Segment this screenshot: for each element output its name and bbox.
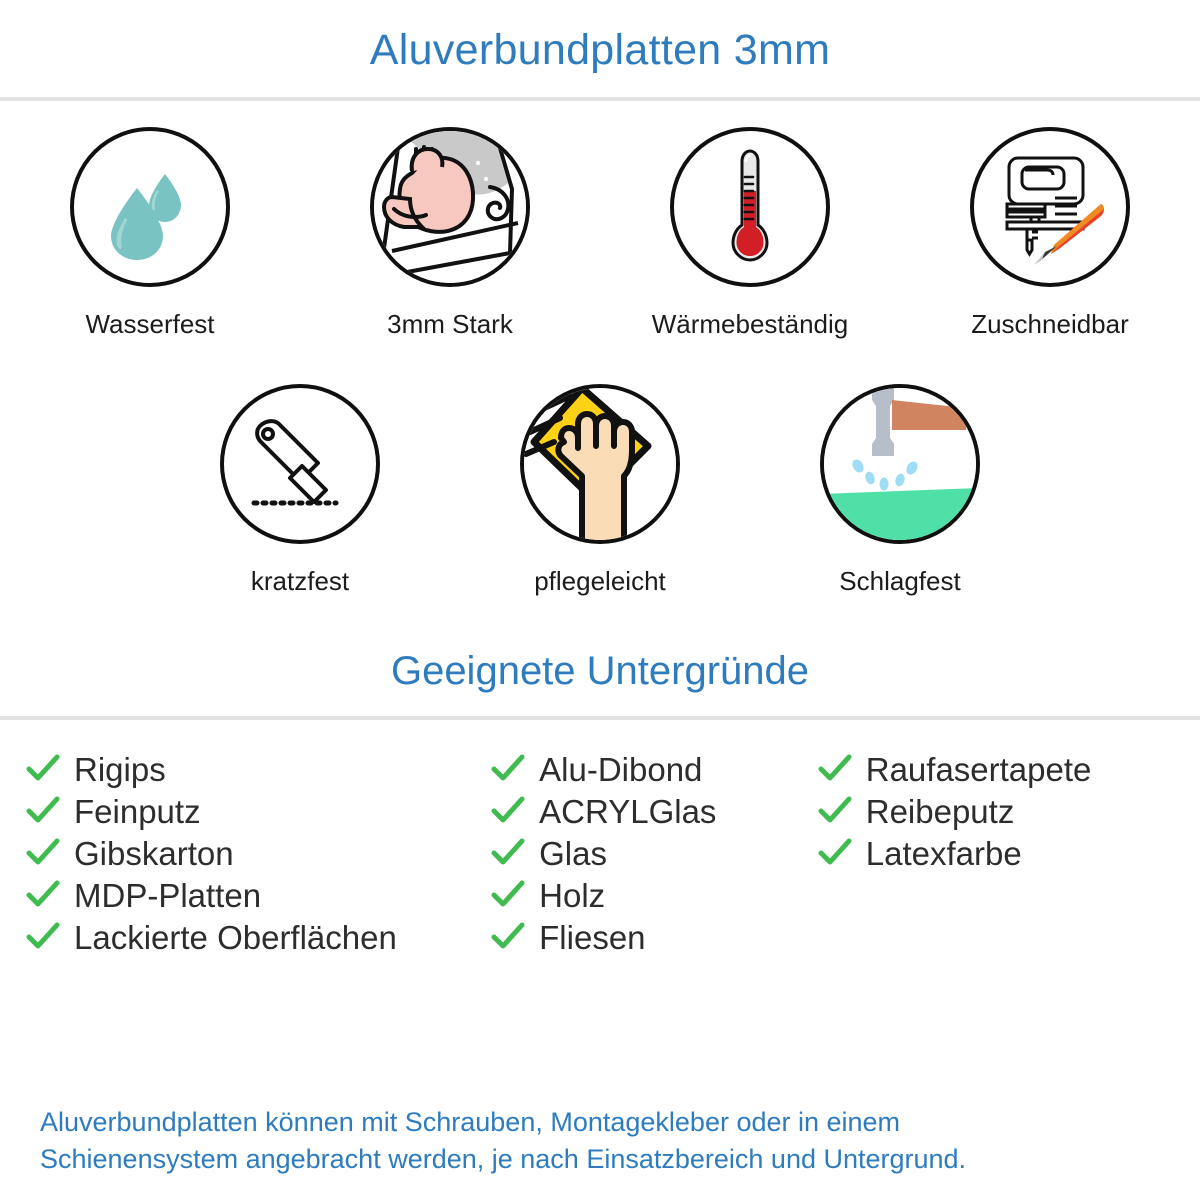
list-item-label: Reibeputz <box>865 792 1015 830</box>
check-icon <box>491 794 525 828</box>
list-item: Gibskarton <box>26 832 491 874</box>
feature-label: Wärmebeständig <box>651 309 849 340</box>
list-item: Glas <box>491 832 818 874</box>
check-icon <box>26 836 60 870</box>
list-item-label: Alu-Dibond <box>539 750 703 788</box>
check-icon <box>818 794 852 828</box>
check-icon <box>491 752 525 786</box>
feature-wasserfest[interactable]: Wasserfest <box>0 127 300 340</box>
list-item-label: Fliesen <box>539 918 646 956</box>
footer-note: Aluverbundplatten können mit Schrauben, … <box>0 1104 1200 1179</box>
feature-circle <box>670 127 830 288</box>
list-item: Alu-Dibond <box>491 748 818 790</box>
feature-schlagfest[interactable]: Schlagfest <box>750 384 1050 597</box>
flexing-arm-icon <box>374 131 526 284</box>
feature-zuschneidbar[interactable]: Zuschneidbar <box>900 127 1200 340</box>
list-item-label: Raufasertapete <box>865 750 1092 788</box>
feature-label: kratzfest <box>250 566 350 597</box>
list-item-label: Rigips <box>74 750 166 788</box>
features-section: Wasserfest <box>0 101 1200 597</box>
list-item-label: Glas <box>539 834 607 872</box>
header-block: Aluverbundplatten 3mm <box>0 0 1200 75</box>
list-item-label: MDP-Platten <box>74 876 262 914</box>
jigsaw-cutter-icon <box>985 142 1115 272</box>
footer-line-1: Aluverbundplatten können mit Schrauben, … <box>40 1106 901 1137</box>
list-item-label: Latexfarbe <box>865 834 1022 872</box>
list-item-label: ACRYLGlas <box>539 792 717 830</box>
feature-label: pflegeleicht <box>534 566 666 597</box>
water-drops-icon <box>95 152 205 262</box>
list-item-label: Holz <box>539 876 606 914</box>
feature-waermebestaendig[interactable]: Wärmebeständig <box>600 127 900 340</box>
check-icon <box>26 752 60 786</box>
feature-kratzfest[interactable]: kratzfest <box>150 384 450 597</box>
substrate-column-3: Raufasertapete Reibeputz Latexfarbe <box>818 748 1174 874</box>
feature-row-2: kratzfest pflegeleicht <box>0 384 1200 597</box>
feature-circle <box>220 384 380 545</box>
list-item: ACRYLGlas <box>491 790 818 832</box>
substrate-column-1: Rigips Feinputz Gibskarton MDP-Platten L… <box>26 748 491 958</box>
list-item-label: Feinputz <box>74 792 201 830</box>
cutter-scratch-icon <box>240 404 360 524</box>
subheading-block: Geeignete Untergründe <box>0 649 1200 694</box>
check-icon <box>26 878 60 912</box>
hammer-impact-icon <box>824 388 976 541</box>
check-icon <box>818 836 852 870</box>
substrate-column-2: Alu-Dibond ACRYLGlas Glas Holz Fliesen <box>491 748 818 958</box>
list-item: MDP-Platten <box>26 874 491 916</box>
substrates-divider <box>0 716 1200 721</box>
list-item: Raufasertapete <box>818 748 1174 790</box>
list-item: Fliesen <box>491 916 818 958</box>
check-icon <box>26 920 60 954</box>
footer-line-2: Schienensystem angebracht werden, je nac… <box>40 1143 967 1174</box>
feature-circle <box>70 127 230 288</box>
list-item: Reibeputz <box>818 790 1174 832</box>
feature-label: Zuschneidbar <box>971 309 1129 340</box>
check-icon <box>26 794 60 828</box>
page-title: Aluverbundplatten 3mm <box>369 26 831 74</box>
substrates-title: Geeignete Untergründe <box>390 649 810 694</box>
feature-circle <box>520 384 680 545</box>
list-item: Lackierte Oberflächen <box>26 916 491 958</box>
list-item: Latexfarbe <box>818 832 1174 874</box>
feature-3mm-stark[interactable]: 3mm Stark <box>300 127 600 340</box>
feature-pflegeleicht[interactable]: pflegeleicht <box>450 384 750 597</box>
list-item-label: Gibskarton <box>74 834 234 872</box>
check-icon <box>818 752 852 786</box>
check-icon <box>491 920 525 954</box>
thermometer-icon <box>720 147 780 267</box>
substrates-list: Rigips Feinputz Gibskarton MDP-Platten L… <box>0 720 1200 958</box>
check-icon <box>491 878 525 912</box>
check-icon <box>491 836 525 870</box>
hand-cloth-icon <box>524 388 676 541</box>
list-item-label: Lackierte Oberflächen <box>74 918 397 956</box>
list-item: Holz <box>491 874 818 916</box>
list-item: Rigips <box>26 748 491 790</box>
feature-circle <box>970 127 1130 288</box>
feature-circle <box>370 127 530 288</box>
feature-row-1: Wasserfest <box>0 127 1200 340</box>
feature-label: Schlagfest <box>839 566 961 597</box>
list-item: Feinputz <box>26 790 491 832</box>
feature-label: 3mm Stark <box>387 309 513 340</box>
feature-circle <box>820 384 980 545</box>
header-divider <box>0 97 1200 102</box>
feature-label: Wasserfest <box>85 309 215 340</box>
